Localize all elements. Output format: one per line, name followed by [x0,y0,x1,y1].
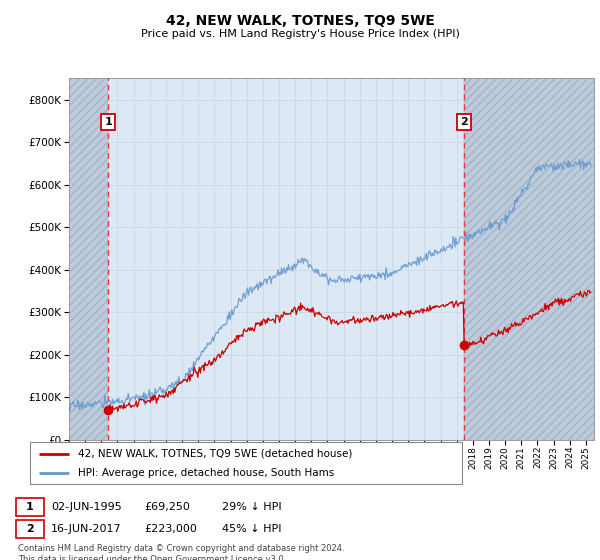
FancyBboxPatch shape [30,442,462,484]
Text: 45% ↓ HPI: 45% ↓ HPI [222,524,281,534]
Text: 2: 2 [26,524,34,534]
Text: HPI: Average price, detached house, South Hams: HPI: Average price, detached house, Sout… [77,468,334,478]
Text: £69,250: £69,250 [144,502,190,512]
Text: 02-JUN-1995: 02-JUN-1995 [51,502,122,512]
Text: 1: 1 [104,116,112,127]
Text: 29% ↓ HPI: 29% ↓ HPI [222,502,281,512]
Text: 1: 1 [26,502,34,512]
Text: Contains HM Land Registry data © Crown copyright and database right 2024.
This d: Contains HM Land Registry data © Crown c… [18,544,344,560]
Text: Price paid vs. HM Land Registry's House Price Index (HPI): Price paid vs. HM Land Registry's House … [140,29,460,39]
Text: 42, NEW WALK, TOTNES, TQ9 5WE (detached house): 42, NEW WALK, TOTNES, TQ9 5WE (detached … [77,449,352,459]
Bar [464,78,594,440]
Bar [69,78,108,440]
Text: £223,000: £223,000 [144,524,197,534]
Text: 42, NEW WALK, TOTNES, TQ9 5WE: 42, NEW WALK, TOTNES, TQ9 5WE [166,14,434,28]
Text: 16-JUN-2017: 16-JUN-2017 [51,524,122,534]
Text: 2: 2 [460,116,468,127]
